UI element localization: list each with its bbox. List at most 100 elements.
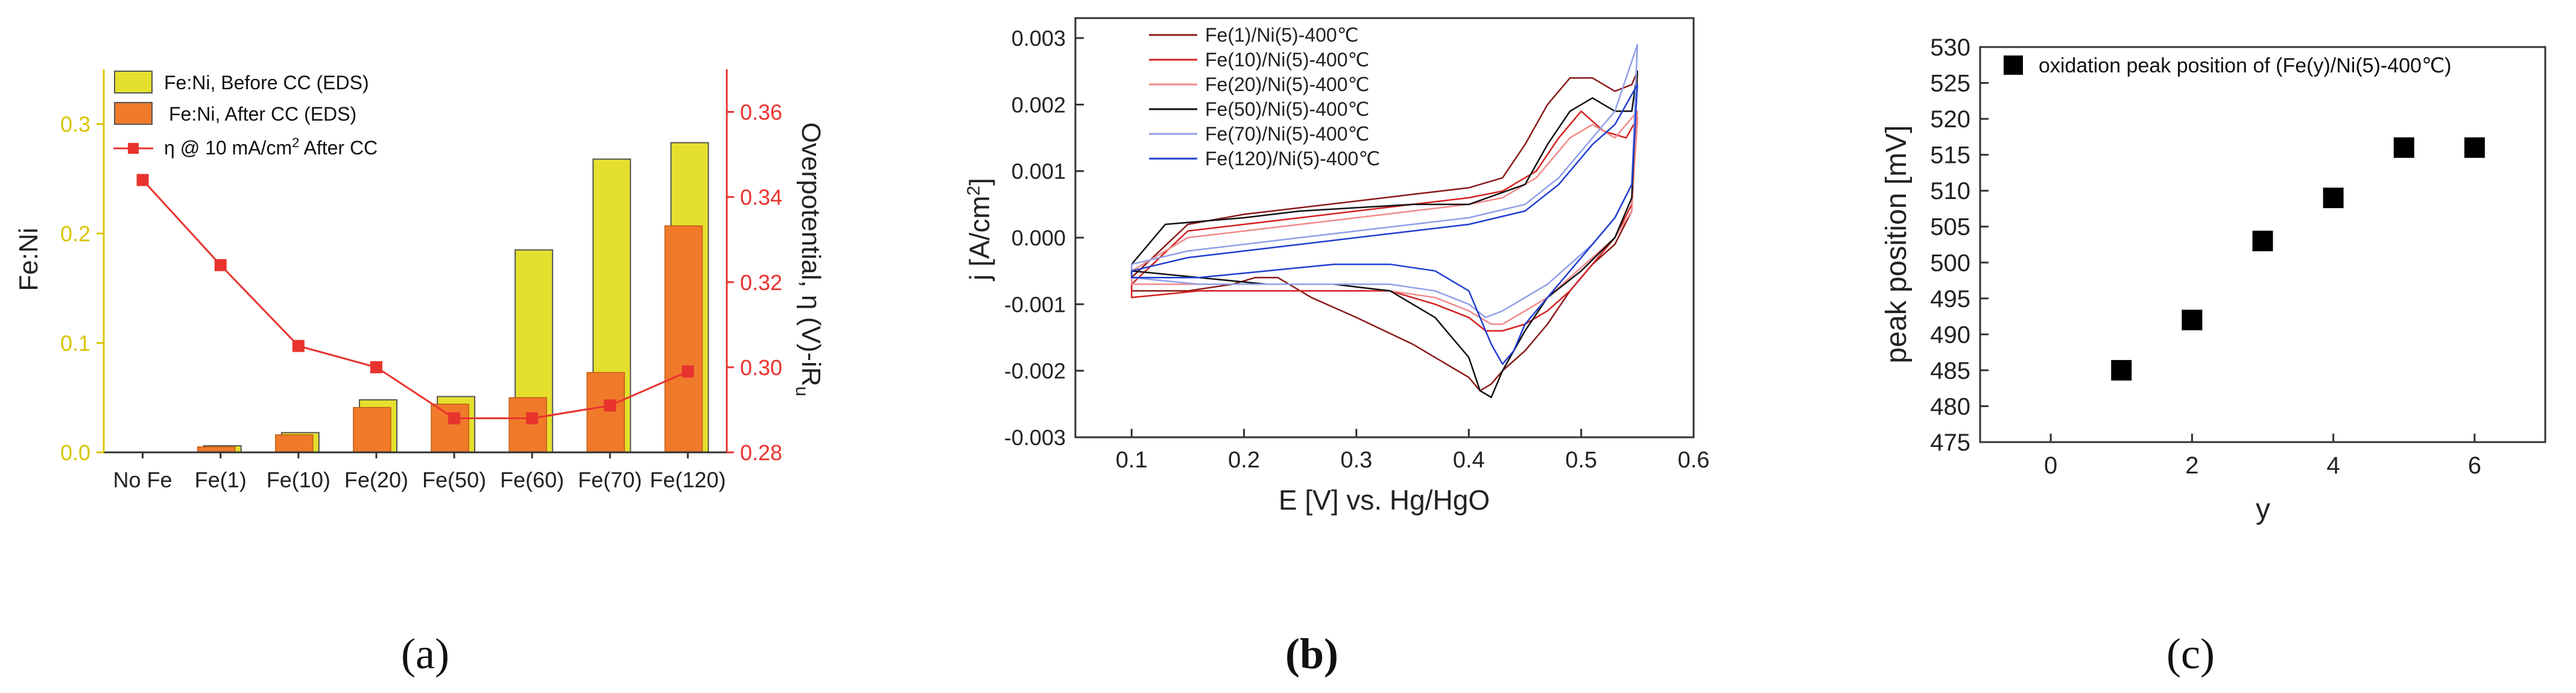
left-tick-label: 0.3 bbox=[60, 112, 90, 137]
x-tick-label: 0.4 bbox=[1453, 448, 1485, 473]
data-point bbox=[2252, 230, 2273, 252]
legend-label: Fe(50)/Ni(5)-400℃ bbox=[1205, 98, 1369, 120]
right-tick-label: 0.32 bbox=[740, 270, 782, 295]
data-point bbox=[2111, 359, 2132, 381]
eta-marker bbox=[370, 361, 382, 373]
panel-c-points bbox=[2111, 137, 2485, 381]
panel-a-right-ticks: 0.28 0.30 0.32 0.34 0.36 bbox=[727, 100, 782, 465]
legend-label: Fe(10)/Ni(5)-400℃ bbox=[1205, 49, 1369, 71]
y-tick-label: 485 bbox=[1930, 358, 1970, 384]
cv-curve bbox=[1130, 84, 1639, 365]
bar-after-cc bbox=[353, 407, 391, 453]
y-tick-label: 505 bbox=[1930, 214, 1970, 241]
x-tick-label: 6 bbox=[2468, 452, 2481, 479]
right-tick-label: 0.28 bbox=[740, 440, 782, 465]
y-tick-label: 480 bbox=[1930, 393, 1970, 420]
panel-c-label: (c) bbox=[2166, 630, 2215, 678]
left-tick-label: 0.2 bbox=[60, 221, 90, 246]
left-tick-label: 0.0 bbox=[60, 440, 90, 465]
panel-b: 0.1 0.2 0.3 0.4 0.5 0.6 -0.003 -0.002 -0.001 0.0… bbox=[964, 17, 1710, 678]
panel-b-xlabel: E [V] vs. Hg/HgO bbox=[1279, 484, 1490, 516]
legend-label: Fe(70)/Ni(5)-400℃ bbox=[1205, 123, 1369, 145]
legend-marker-eta bbox=[128, 143, 139, 154]
panel-b-label: (b) bbox=[1285, 630, 1338, 678]
eta-marker bbox=[604, 399, 616, 412]
y-tick-label: 475 bbox=[1930, 429, 1970, 456]
data-point bbox=[2464, 137, 2485, 158]
x-tick-label: 0.1 bbox=[1116, 448, 1148, 473]
panel-a-y2label-sub: u bbox=[792, 387, 812, 397]
panel-b-y-ticks: -0.003 -0.002 -0.001 0.000 0.001 0.002 0.003 bbox=[1004, 26, 1084, 450]
x-tick-label: 2 bbox=[2185, 452, 2198, 479]
panel-c-x-ticks: 0 2 4 6 bbox=[2044, 434, 2481, 479]
y-tick-label: 500 bbox=[1930, 250, 1970, 276]
data-point bbox=[2393, 137, 2414, 158]
bar-after-cc bbox=[275, 434, 314, 453]
y-tick-label: 520 bbox=[1930, 106, 1970, 133]
right-tick-label: 0.36 bbox=[740, 100, 782, 125]
panel-c: 0 2 4 6 475 480 485 490 495 500 505 510 515 520 525 53… bbox=[1881, 34, 2546, 678]
bar-after-cc bbox=[508, 397, 547, 453]
panel-a-y2label: Overpotential, η (V)-iRu bbox=[792, 122, 826, 396]
eta-marker bbox=[448, 412, 461, 425]
panel-c-ylabel: peak position [mV] bbox=[1881, 125, 1913, 364]
right-tick-label: 0.30 bbox=[740, 355, 782, 380]
category-label: Fe(50) bbox=[422, 467, 486, 492]
category-label: No Fe bbox=[113, 467, 172, 492]
y-tick-label: 530 bbox=[1930, 34, 1970, 61]
panel-c-frame bbox=[1979, 46, 2546, 443]
eta-marker bbox=[682, 365, 694, 378]
eta-marker bbox=[526, 412, 539, 425]
panel-b-legend: Fe(1)/Ni(5)-400℃ Fe(10)/Ni(5)-400℃ Fe(20)/… bbox=[1149, 24, 1380, 169]
legend-swatch-before bbox=[114, 71, 153, 93]
y-tick-label: -0.003 bbox=[1004, 425, 1066, 450]
legend-label: Fe(1)/Ni(5)-400℃ bbox=[1205, 24, 1359, 46]
panel-b-frame bbox=[1074, 17, 1695, 438]
x-tick-label: 0.2 bbox=[1228, 448, 1260, 473]
y-tick-label: 490 bbox=[1930, 321, 1970, 348]
category-label: Fe(70) bbox=[578, 467, 642, 492]
eta-marker bbox=[292, 340, 305, 352]
panel-a-bars bbox=[197, 142, 709, 454]
category-label: Fe(1) bbox=[195, 467, 247, 492]
x-tick-label: 0.3 bbox=[1340, 448, 1372, 473]
panel-b-curves bbox=[1130, 43, 1639, 399]
panel-a-category-labels: No Fe Fe(1) Fe(10) Fe(20) Fe(50) Fe(60) Fe(70)… bbox=[113, 452, 726, 492]
panel-a-legend: Fe:Ni, Before CC (EDS) Fe:Ni, After CC (… bbox=[113, 71, 378, 159]
bar-after-cc bbox=[664, 225, 703, 453]
category-label: Fe(60) bbox=[500, 467, 564, 492]
x-tick-label: 0 bbox=[2044, 452, 2057, 479]
legend-swatch-after bbox=[114, 102, 153, 125]
data-point bbox=[2182, 309, 2203, 331]
x-tick-label: 0.5 bbox=[1565, 448, 1597, 473]
cv-curve bbox=[1130, 71, 1639, 399]
panel-c-legend-label: oxidation peak position of (Fe(y)/Ni(5)-… bbox=[2039, 54, 2451, 77]
y-tick-label: 0.003 bbox=[1011, 26, 1066, 51]
eta-marker bbox=[214, 259, 227, 271]
panel-a-label: (a) bbox=[401, 630, 449, 678]
y-tick-label: 0.001 bbox=[1011, 159, 1066, 184]
y-tick-label: 525 bbox=[1930, 71, 1970, 97]
eta-line bbox=[142, 179, 689, 420]
panel-a-left-ticks: 0.0 0.1 0.2 0.3 bbox=[60, 112, 104, 465]
panel-a: 0.0 0.1 0.2 0.3 0.28 0.30 0.32 0.34 0.36 No Fe F… bbox=[14, 69, 826, 678]
category-label: Fe(120) bbox=[650, 467, 726, 492]
y-tick-label: 495 bbox=[1930, 286, 1970, 312]
legend-label-eta: η @ 10 mA/cm2 After CC bbox=[164, 135, 378, 159]
bar-after-cc bbox=[586, 372, 625, 453]
panel-a-line-series bbox=[136, 174, 694, 425]
category-label: Fe(20) bbox=[344, 467, 408, 492]
x-tick-label: 0.6 bbox=[1678, 448, 1710, 473]
legend-label-after: Fe:Ni, After CC (EDS) bbox=[169, 103, 356, 125]
panel-b-ylabel: j [A/cm2] bbox=[964, 178, 995, 282]
panel-c-y-ticks: 475 480 485 490 495 500 505 510 515 520 525 530 bbox=[1930, 34, 1989, 456]
panel-b-x-ticks: 0.1 0.2 0.3 0.4 0.5 0.6 bbox=[1116, 429, 1710, 473]
left-tick-label: 0.1 bbox=[60, 331, 90, 356]
right-tick-label: 0.34 bbox=[740, 185, 782, 210]
legend-label: Fe(20)/Ni(5)-400℃ bbox=[1205, 74, 1369, 95]
panel-c-xlabel: y bbox=[2256, 493, 2270, 525]
bar-after-cc bbox=[431, 403, 469, 453]
x-tick-label: 4 bbox=[2327, 452, 2340, 479]
